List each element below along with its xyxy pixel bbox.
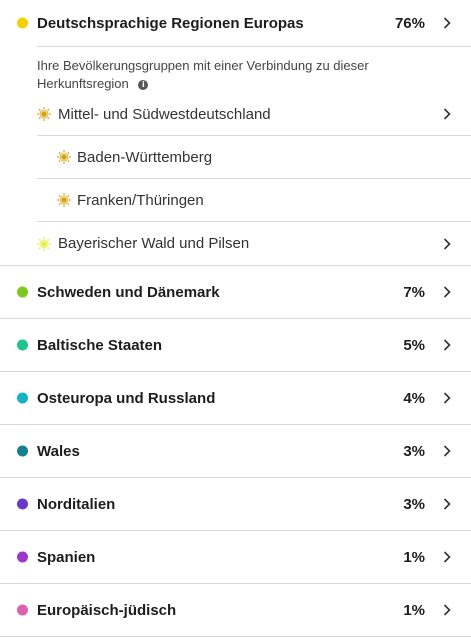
region-name: Osteuropa und Russland	[37, 389, 216, 407]
region-color-dot	[17, 498, 28, 510]
subregion-name: Mittel- und Südwestdeutschland	[58, 105, 271, 123]
chevron-right-icon[interactable]	[437, 392, 457, 404]
chevron-right-icon[interactable]	[437, 286, 457, 298]
region-row[interactable]: Osteuropa und Russland 4%	[0, 372, 471, 425]
region-row[interactable]: Baltische Staaten 5%	[0, 319, 471, 372]
region-expanded-panel: Ihre Bevölkerungsgruppen mit einer Verbi…	[0, 57, 471, 266]
region-name: Europäisch-jüdisch	[37, 601, 177, 619]
region-row[interactable]: Spanien 1%	[0, 531, 471, 584]
chevron-right-icon[interactable]	[437, 604, 457, 616]
region-row[interactable]: Norditalien 3%	[0, 478, 471, 531]
region-name: Deutschsprachige Regionen Europas	[37, 14, 304, 32]
subregion-row[interactable]: Franken/Thüringen	[37, 179, 471, 222]
region-color-dot	[17, 445, 28, 457]
region-name: Baltische Staaten	[37, 336, 163, 354]
chevron-right-icon[interactable]	[437, 17, 457, 29]
chevron-right-icon[interactable]	[437, 445, 457, 457]
region-percent: 76%	[394, 14, 425, 32]
description-text: Ihre Bevölkerungsgruppen mit einer Verbi…	[37, 58, 369, 91]
subregion-name: Franken/Thüringen	[77, 191, 204, 209]
subregion-sun-icon	[57, 150, 71, 164]
region-percent: 7%	[403, 283, 425, 301]
subregion-row[interactable]: Bayerischer Wald und Pilsen	[37, 222, 471, 265]
region-name: Schweden und Dänemark	[37, 283, 220, 301]
region-percent: 4%	[403, 389, 425, 407]
region-color-dot	[17, 604, 28, 616]
region-row[interactable]: Europäisch-jüdisch 1%	[0, 584, 471, 637]
chevron-right-icon[interactable]	[437, 498, 457, 510]
region-color-dot	[17, 392, 28, 404]
region-percent: 5%	[403, 336, 425, 354]
chevron-right-icon[interactable]	[437, 339, 457, 351]
region-row[interactable]: Wales 3%	[0, 425, 471, 478]
subregion-sun-icon	[57, 193, 71, 207]
subregion-row[interactable]: Mittel- und Südwestdeutschland	[37, 93, 471, 136]
subregion-sun-icon	[37, 107, 51, 121]
region-row-deutschsprachige[interactable]: Deutschsprachige Regionen Europas 76%	[17, 0, 471, 47]
subregion-name: Bayerischer Wald und Pilsen	[58, 235, 250, 252]
region-row[interactable]: Schweden und Dänemark 7%	[0, 266, 471, 319]
subregion-row[interactable]: Baden-Württemberg	[37, 136, 471, 179]
region-name: Norditalien	[37, 495, 116, 513]
region-percent: 3%	[403, 442, 425, 460]
info-icon[interactable]: i	[138, 79, 149, 90]
region-percent: 1%	[403, 601, 425, 619]
region-name: Spanien	[37, 548, 96, 566]
chevron-right-icon[interactable]	[437, 237, 457, 250]
region-color-dot	[17, 286, 28, 298]
subregion-description: Ihre Bevölkerungsgruppen mit einer Verbi…	[37, 57, 407, 93]
subregion-sun-icon	[37, 236, 51, 251]
region-color-dot	[17, 17, 28, 29]
region-percent: 3%	[403, 495, 425, 513]
region-color-dot	[17, 339, 28, 351]
chevron-right-icon[interactable]	[437, 551, 457, 563]
chevron-right-icon[interactable]	[437, 108, 457, 120]
region-color-dot	[17, 551, 28, 563]
subregion-name: Baden-Württemberg	[77, 148, 213, 166]
region-percent: 1%	[403, 548, 425, 566]
region-name: Wales	[37, 442, 80, 460]
